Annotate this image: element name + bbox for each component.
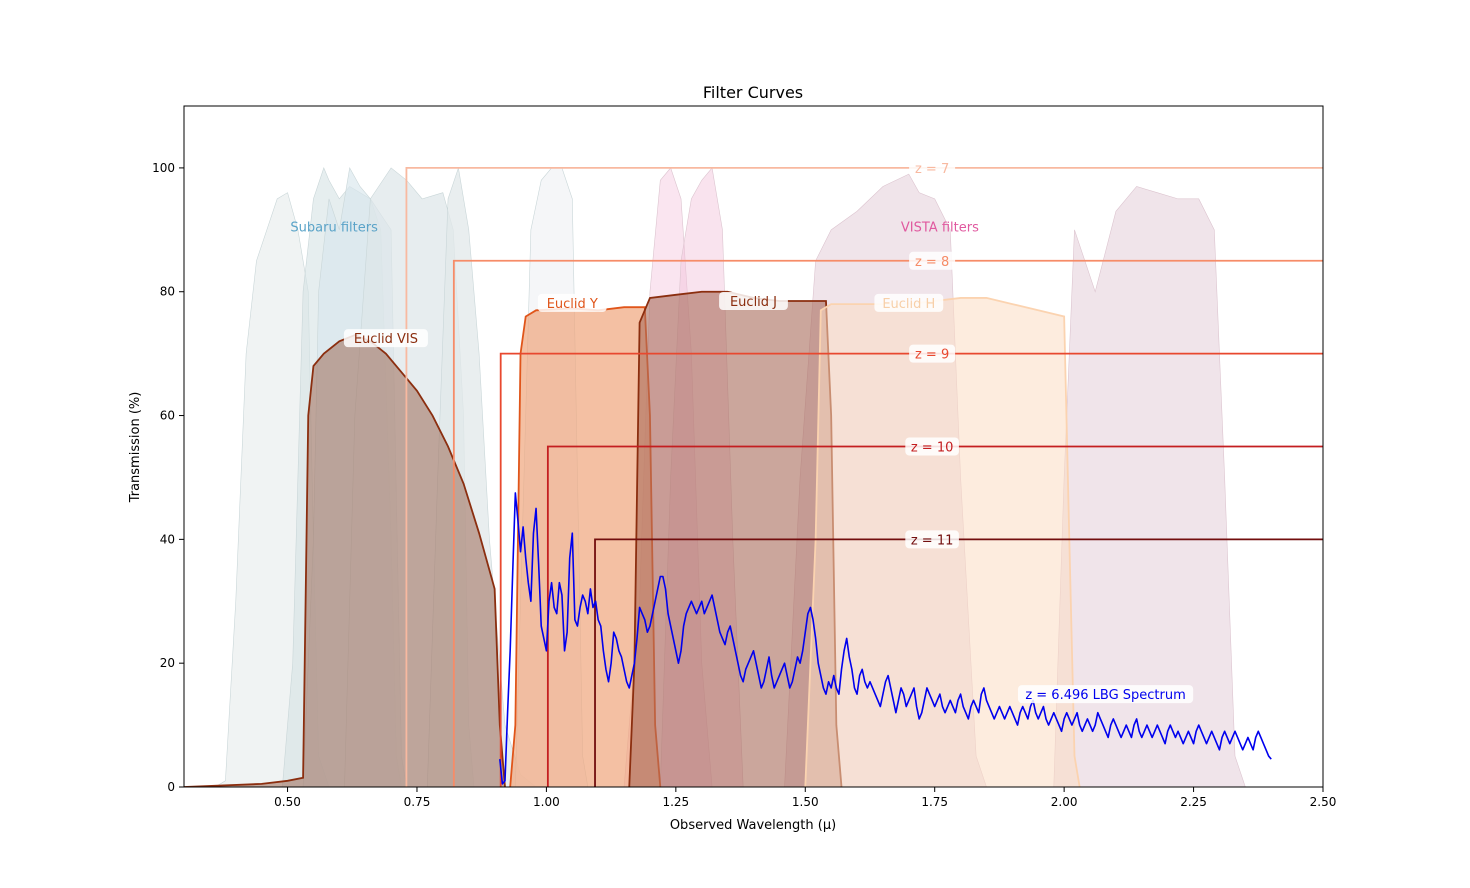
plot-area: Subaru filters VISTA filters Euclid VIS Euc… [184,158,1323,787]
y-tick-label: 80 [160,285,175,299]
euclid-vis-fill [184,335,505,787]
label-euclid-vis-box [343,329,428,348]
group-label-vista-filters: VISTA filters [901,221,979,236]
label-dropout-z-7-box [909,158,956,177]
label-euclid-j-box [719,292,788,311]
x-tick-label: 1.25 [662,795,689,809]
curve-labels: Subaru filters VISTA filters Euclid VIS Euc… [290,158,1194,704]
label-dropout-z-8-text: z = 8 [915,255,949,270]
y-tick-label: 20 [160,656,175,670]
label-dropout-z-10: z = 10 [905,437,959,456]
x-tick-label: 2.00 [1051,795,1078,809]
group-label-vista-filters-text: VISTA filters [901,221,979,236]
dropout-lines [405,167,1323,787]
x-tick-label: 0.50 [274,795,301,809]
label-spectrum-box [1017,685,1194,704]
label-dropout-z-7-text: z = 7 [915,162,949,177]
label-euclid-y-box [537,293,607,312]
label-dropout-z-10-text: z = 10 [911,441,954,456]
dropout-line-z-10 [546,445,1323,787]
y-tick-label: 0 [167,780,175,794]
label-dropout-z-9-text: z = 9 [915,348,949,363]
label-dropout-z-8-box [909,251,956,270]
label-dropout-z-10-box [905,437,959,456]
x-tick-label: 2.25 [1180,795,1207,809]
label-euclid-y: Euclid Y [537,293,607,312]
label-dropout-z-11-text: z = 11 [911,533,954,548]
label-euclid-h-box [874,293,944,312]
x-tick-label: 1.00 [533,795,560,809]
group-label-subaru-filters-text: Subaru filters [290,221,378,236]
label-dropout-z-11: z = 11 [905,530,959,549]
group-label-subaru-filters: Subaru filters [290,221,378,236]
dropout-line-z-8 [452,259,1323,787]
x-axis-ticks: 0.50 0.75 1.00 1.25 1.50 1.75 2.00 2.25 2.50 [274,787,1336,809]
x-tick-label: 1.50 [792,795,819,809]
dropout-line-z-11 [594,538,1323,787]
x-tick-label: 2.50 [1310,795,1337,809]
label-dropout-z-9: z = 9 [909,344,956,363]
chart-title: Filter Curves [703,83,803,102]
label-euclid-h-text: Euclid H [882,297,935,312]
y-axis-label: Transmission (%) [128,392,143,504]
y-tick-label: 60 [160,409,175,423]
label-spectrum: z = 6.496 LBG Spectrum [1017,685,1194,704]
label-dropout-z-11-box [905,530,959,549]
label-euclid-y-text: Euclid Y [547,297,598,312]
dropout-line-z-7 [405,167,1323,787]
spectrum-line [499,492,1272,785]
axes-frame [183,105,1324,788]
y-tick-label: 100 [152,161,175,175]
label-spectrum-text: z = 6.496 LBG Spectrum [1025,688,1185,703]
label-euclid-vis: Euclid VIS [343,329,428,348]
y-tick-label: 40 [160,532,175,546]
label-euclid-j-text: Euclid J [730,295,777,310]
x-tick-label: 0.75 [404,795,431,809]
x-tick-label: 1.75 [921,795,948,809]
lbg-spectrum [499,492,1272,785]
dropout-line-z-9 [499,352,1323,787]
filter-euclid-vis [184,334,506,787]
label-dropout-z-8: z = 8 [909,251,956,270]
euclid-h-curve [804,297,1081,787]
euclid-vis-curve [184,334,506,787]
label-dropout-z-7: z = 7 [909,158,956,177]
label-euclid-vis-text: Euclid VIS [354,332,418,347]
y-axis-ticks: 0 20 40 60 80 100 [152,161,184,794]
vista-filter-ks [1053,186,1246,787]
label-euclid-h: Euclid H [874,293,944,312]
x-axis-label: Observed Wavelength (μ) [670,818,836,833]
euclid-filter-curves [184,290,1081,787]
label-dropout-z-9-box [909,344,956,363]
label-euclid-j: Euclid J [719,292,788,311]
